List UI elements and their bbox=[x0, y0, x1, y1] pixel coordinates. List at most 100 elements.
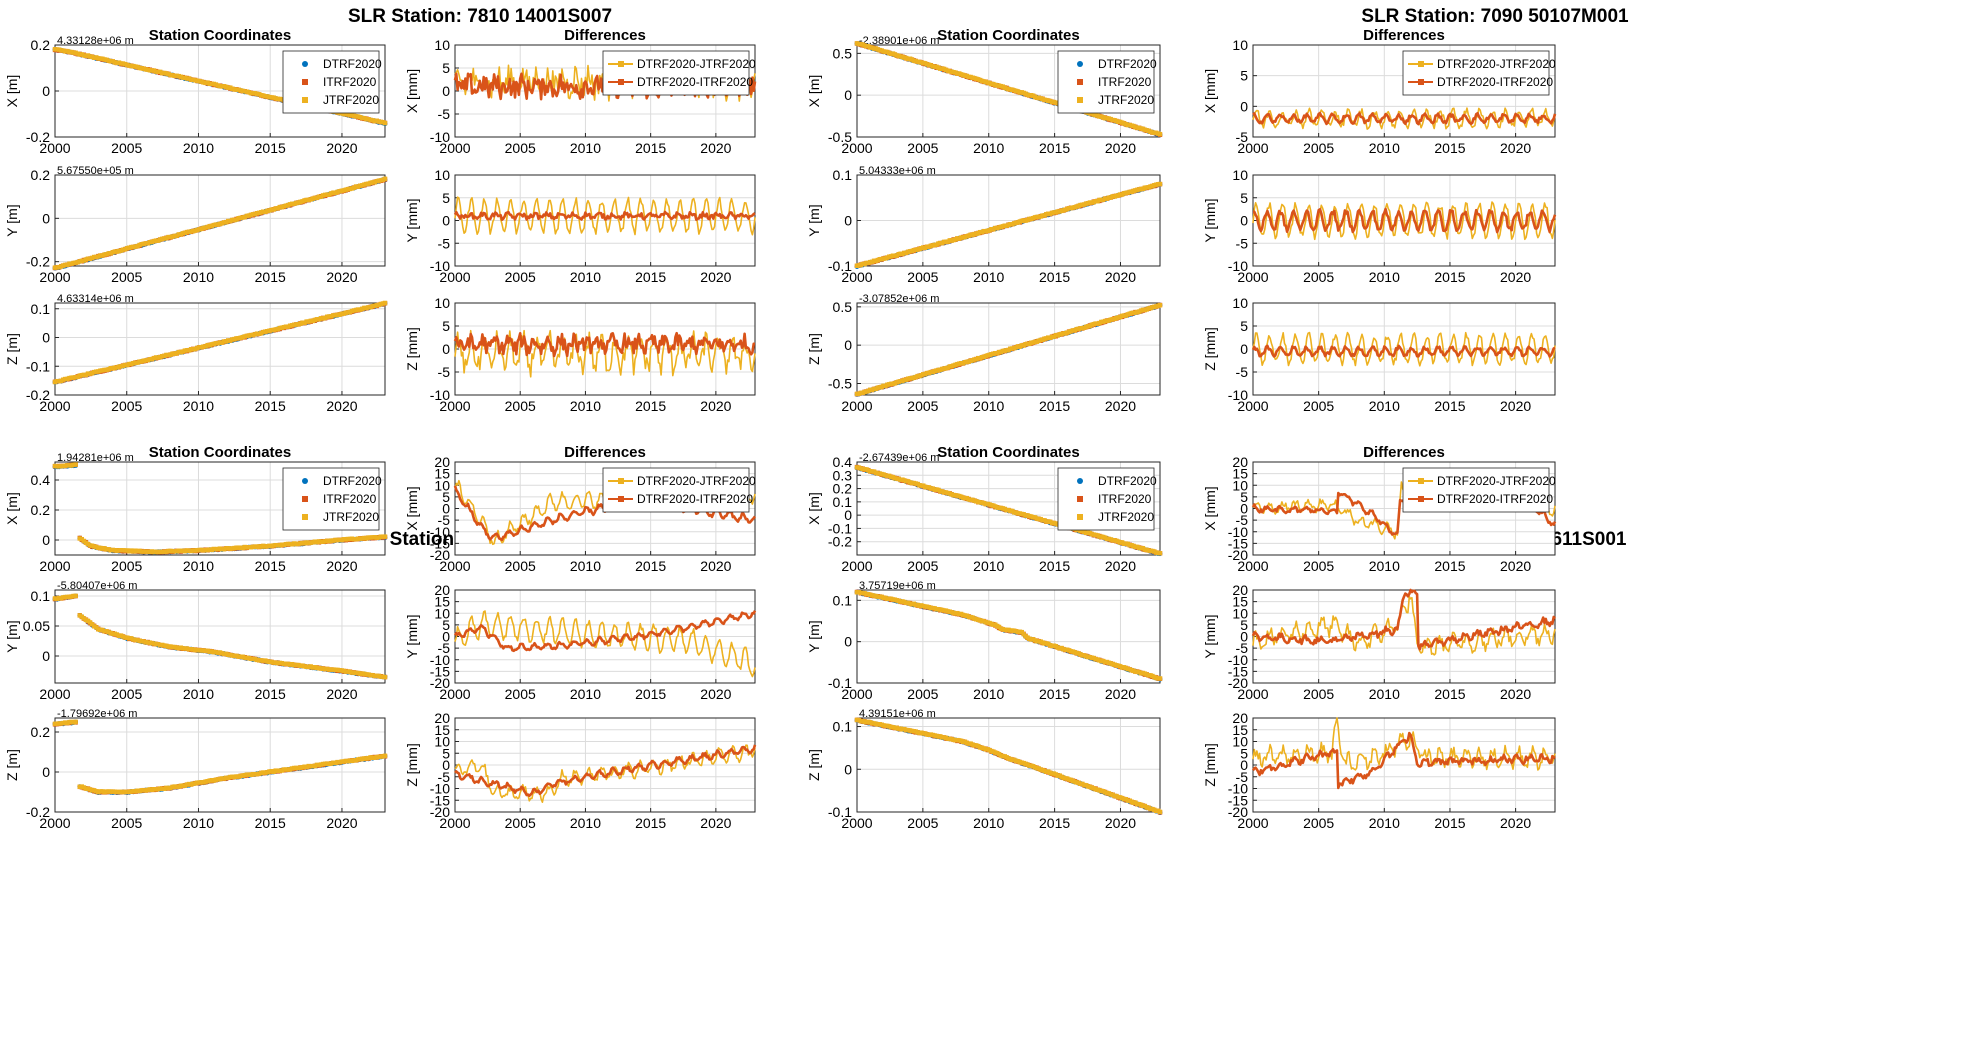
y-tick-label: 0 bbox=[1240, 213, 1248, 229]
y-axis-label: Y [m] bbox=[4, 204, 20, 236]
panel-title: Station Coordinates bbox=[937, 27, 1080, 44]
y-axis-label: X [m] bbox=[4, 492, 20, 525]
legend-entry: ITRF2020 bbox=[323, 492, 377, 506]
data-point bbox=[382, 120, 388, 126]
coord-axes-box bbox=[54, 302, 386, 396]
x-tick-label: 2010 bbox=[570, 398, 601, 414]
x-tick-label: 2015 bbox=[255, 815, 286, 831]
y-tick-label: 0.1 bbox=[833, 167, 853, 183]
x-tick-label: 2005 bbox=[505, 686, 536, 702]
legend-marker bbox=[1077, 79, 1083, 85]
y-tick-label: 0.4 bbox=[31, 472, 51, 488]
x-tick-label: 2010 bbox=[183, 398, 214, 414]
panel-title: Differences bbox=[564, 444, 646, 461]
y-tick-label: 0.1 bbox=[31, 301, 51, 317]
y-tick-label: 20 bbox=[434, 454, 450, 470]
x-tick-label: 2005 bbox=[907, 140, 938, 156]
coord-subplot: 2000 2005 2010 2015 2020-0.500.5X [m]Station… bbox=[806, 27, 1163, 156]
y-tick-label: 0.2 bbox=[31, 37, 51, 53]
legend-marker bbox=[302, 61, 308, 67]
station-panel-2: 2000 2005 2010 2015 2020-0.500.5X [m]Station… bbox=[806, 27, 1557, 414]
y-axis-label: X [m] bbox=[4, 75, 20, 108]
y-tick-label: 0 bbox=[844, 87, 852, 103]
legend-entry: DTRF2020 bbox=[1098, 57, 1157, 71]
x-tick-label: 2020 bbox=[700, 140, 731, 156]
coord-axes-background bbox=[55, 175, 385, 266]
data-point bbox=[1157, 303, 1163, 308]
x-tick-label: 2020 bbox=[326, 686, 357, 702]
plot-grid: 2000 2005 2010 2015 2020-0.200.2X [m]Station… bbox=[4, 27, 1557, 831]
y-tick-label: -10 bbox=[430, 387, 450, 403]
y-tick-label: -5 bbox=[438, 106, 451, 122]
legend-entry: DTRF2020-JTRF2020 bbox=[1437, 57, 1556, 71]
x-tick-label: 2005 bbox=[111, 269, 142, 285]
data-point bbox=[382, 674, 388, 680]
x-tick-label: 2015 bbox=[1434, 269, 1465, 285]
x-tick-label: 2015 bbox=[1039, 269, 1070, 285]
y-axis-label: Y [mm] bbox=[1202, 198, 1218, 242]
x-tick-label: 2010 bbox=[1369, 398, 1400, 414]
legend-marker bbox=[302, 79, 308, 85]
x-tick-label: 2015 bbox=[1434, 398, 1465, 414]
x-tick-label: 2020 bbox=[700, 269, 731, 285]
y-tick-label: 0 bbox=[42, 648, 50, 664]
x-tick-label: 2010 bbox=[183, 558, 214, 574]
x-tick-label: 2010 bbox=[183, 686, 214, 702]
x-tick-label: 2005 bbox=[1303, 140, 1334, 156]
x-tick-label: 2000 bbox=[39, 558, 70, 574]
x-tick-label: 2005 bbox=[111, 686, 142, 702]
x-tick-label: 2015 bbox=[635, 686, 666, 702]
x-tick-label: 2020 bbox=[326, 815, 357, 831]
x-tick-label: 2015 bbox=[255, 398, 286, 414]
y-tick-label: -5 bbox=[438, 364, 451, 380]
y-tick-label: 5 bbox=[442, 318, 450, 334]
coord-subplot: 2000 2005 2010 2015 2020-0.200.2X [m]Station… bbox=[4, 27, 388, 156]
offset-label: 4.33128e+06 m bbox=[57, 35, 134, 47]
y-tick-label: -5 bbox=[1236, 235, 1249, 251]
x-tick-label: 2000 bbox=[39, 686, 70, 702]
diff-subplot: 2000 2005 2010 2015 2020-20-15-10-505101520X… bbox=[404, 444, 757, 574]
y-tick-label: 20 bbox=[434, 582, 450, 598]
offset-label: -5.80407e+06 m bbox=[57, 580, 137, 592]
y-tick-label: 0.05 bbox=[23, 618, 50, 634]
y-tick-label: -5 bbox=[1236, 364, 1249, 380]
legend-entry: DTRF2020 bbox=[323, 474, 382, 488]
legend-marker bbox=[302, 514, 308, 520]
x-tick-label: 2005 bbox=[111, 815, 142, 831]
x-tick-label: 2005 bbox=[111, 140, 142, 156]
y-tick-label: 0 bbox=[42, 83, 50, 99]
y-tick-label: 0 bbox=[42, 330, 50, 346]
coord-axes-box bbox=[54, 44, 386, 138]
y-axis-label: Y [mm] bbox=[404, 614, 420, 658]
y-axis-label: Y [m] bbox=[806, 204, 822, 236]
x-tick-label: 2015 bbox=[255, 269, 286, 285]
x-tick-label: 2020 bbox=[326, 398, 357, 414]
legend-marker bbox=[302, 97, 308, 103]
y-tick-label: -0.2 bbox=[26, 387, 50, 403]
data-point bbox=[1157, 131, 1163, 137]
x-tick-label: 2005 bbox=[505, 140, 536, 156]
y-tick-label: 10 bbox=[1232, 37, 1248, 53]
x-tick-label: 2005 bbox=[505, 398, 536, 414]
y-tick-label: 10 bbox=[1232, 167, 1248, 183]
y-tick-label: 10 bbox=[434, 37, 450, 53]
y-tick-label: 5 bbox=[1240, 68, 1248, 84]
legend-box bbox=[282, 50, 380, 114]
x-tick-label: 2010 bbox=[973, 140, 1004, 156]
offset-label: 4.63314e+06 m bbox=[57, 293, 134, 305]
offset-label: -3.07852e+06 m bbox=[859, 293, 939, 305]
y-tick-label: -5 bbox=[1236, 129, 1249, 145]
x-tick-label: 2010 bbox=[183, 815, 214, 831]
x-tick-label: 2015 bbox=[635, 398, 666, 414]
y-axis-label: X [mm] bbox=[404, 69, 420, 113]
y-axis-label: Z [mm] bbox=[1202, 327, 1218, 371]
y-tick-label: -10 bbox=[430, 129, 450, 145]
legend-entry: DTRF2020-ITRF2020 bbox=[637, 75, 753, 89]
y-tick-label: -0.2 bbox=[26, 804, 50, 820]
